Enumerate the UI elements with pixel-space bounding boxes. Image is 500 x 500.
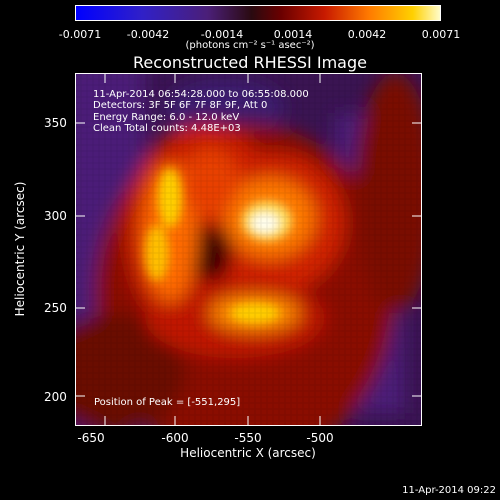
plot-title: Reconstructed RHESSI Image (133, 53, 367, 72)
colorbar-tick-label: 0.0042 (347, 28, 387, 41)
colorbar (75, 5, 441, 21)
x-tick-label: -650 (77, 431, 105, 445)
energy-range-text: Energy Range: 6.0 - 12.0 keV (93, 112, 240, 123)
colorbar-tick-label: 0.0014 (273, 28, 313, 41)
x-tick-label: -500 (306, 431, 334, 445)
y-axis-label: Heliocentric Y (arcsec) (13, 181, 27, 317)
y-tick-label: 350 (44, 116, 67, 130)
x-axis-label: Heliocentric X (arcsec) (180, 446, 316, 460)
time-range-text: 11-Apr-2014 06:54:28.000 to 06:55:08.000 (93, 89, 309, 100)
y-tick-label: 250 (44, 301, 67, 315)
peak-position-text: Position of Peak = [-551,295] (94, 397, 241, 408)
axis-ticks (75, 73, 422, 426)
detectors-text: Detectors: 3F 5F 6F 7F 8F 9F, Att 0 (93, 100, 268, 111)
colorbar-tick-label: -0.0014 (200, 28, 244, 41)
footer-timestamp: 11-Apr-2014 09:22 (402, 485, 496, 496)
colorbar-units: (photons cm⁻² s⁻¹ asec⁻²) (185, 40, 315, 51)
total-counts-text: Clean Total counts: 4.48E+03 (93, 123, 241, 134)
y-tick-label: 200 (44, 390, 67, 404)
x-tick-label: -550 (234, 431, 262, 445)
rhessi-image (75, 73, 422, 426)
y-tick-label: 300 (44, 209, 67, 223)
colorbar-tick-label: -0.0071 (58, 28, 102, 41)
colorbar-tick-label: -0.0042 (126, 28, 170, 41)
x-tick-label: -600 (161, 431, 189, 445)
colorbar-tick-label: 0.0071 (421, 28, 461, 41)
